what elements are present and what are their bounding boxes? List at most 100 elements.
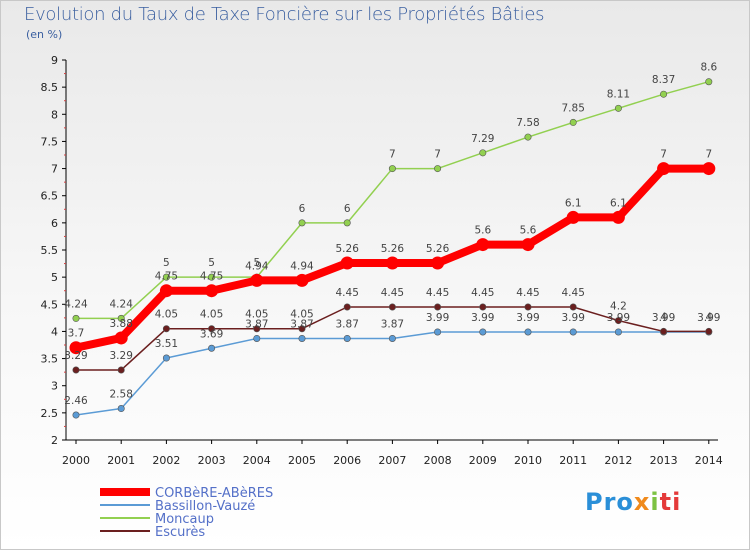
- data-point: [117, 405, 125, 413]
- data-label: 4.75: [200, 271, 223, 283]
- data-label: 3.29: [110, 350, 133, 362]
- data-point: [69, 341, 83, 355]
- data-label: 3.7: [68, 328, 85, 340]
- data-point: [569, 303, 577, 311]
- data-label: 4.45: [516, 287, 539, 299]
- x-tick-label: 2013: [650, 454, 678, 467]
- data-point: [388, 303, 396, 311]
- data-label: 7.58: [516, 117, 539, 129]
- chart-title: Evolution du Taux de Taxe Foncière sur l…: [24, 4, 545, 25]
- x-tick-label: 2001: [107, 454, 135, 467]
- data-label: 4.94: [290, 260, 314, 272]
- data-label: 4.45: [426, 287, 449, 299]
- data-point: [434, 165, 442, 173]
- data-point: [705, 78, 713, 86]
- data-label: 7: [389, 149, 396, 161]
- data-point: [253, 325, 261, 333]
- logo-part: i: [650, 488, 660, 516]
- data-point: [388, 165, 396, 173]
- data-point: [524, 133, 532, 141]
- y-tick-label: 8.5: [41, 81, 59, 94]
- data-label: 3.99: [516, 312, 539, 324]
- y-tick-label: 5.5: [41, 244, 59, 257]
- data-label: 5.26: [426, 243, 450, 255]
- data-label: 3.88: [110, 318, 133, 330]
- data-point: [208, 325, 216, 333]
- data-point: [343, 303, 351, 311]
- y-tick-label: 6.5: [41, 190, 59, 203]
- x-tick-label: 2006: [333, 454, 361, 467]
- data-point: [208, 273, 216, 281]
- data-point: [434, 303, 442, 311]
- logo-part: ti: [659, 488, 682, 516]
- data-point: [434, 328, 442, 336]
- data-label: 6.1: [610, 197, 627, 209]
- data-label: 4.2: [610, 301, 627, 313]
- x-tick-label: 2011: [559, 454, 587, 467]
- y-tick-label: 4: [51, 325, 58, 338]
- y-tick-label: 9: [51, 54, 58, 67]
- logo-part: x: [633, 488, 651, 516]
- data-point: [159, 284, 173, 298]
- data-point: [388, 334, 396, 342]
- data-label: 4.45: [381, 287, 404, 299]
- data-label: 6: [299, 203, 306, 215]
- data-label: 3.69: [200, 328, 223, 340]
- data-point: [611, 210, 625, 224]
- data-point: [431, 256, 445, 270]
- legend-label: CORBèRE-ABèRES: [155, 486, 273, 501]
- y-tick-label: 7: [51, 163, 58, 176]
- data-label: 5.26: [336, 243, 360, 255]
- data-label: 3.99: [426, 312, 449, 324]
- data-label: 5.26: [381, 243, 405, 255]
- data-point: [295, 273, 309, 287]
- proxiti-logo: Proxiti: [585, 488, 681, 516]
- data-point: [524, 328, 532, 336]
- data-point: [479, 303, 487, 311]
- data-point: [343, 334, 351, 342]
- data-point: [566, 210, 580, 224]
- data-label: 3.99: [471, 312, 494, 324]
- data-point: [479, 328, 487, 336]
- data-point: [657, 162, 671, 176]
- data-point: [479, 149, 487, 157]
- data-label: 4.45: [471, 287, 494, 299]
- data-point: [162, 354, 170, 362]
- data-label: 3.99: [607, 312, 630, 324]
- data-point: [521, 238, 535, 252]
- data-label: 7: [660, 149, 667, 161]
- data-label: 4.05: [245, 309, 268, 321]
- data-point: [298, 325, 306, 333]
- data-label: 4.75: [155, 271, 178, 283]
- data-point: [72, 411, 80, 419]
- y-tick-label: 2.5: [41, 407, 59, 420]
- data-point: [660, 327, 668, 335]
- data-label: 4.45: [562, 287, 585, 299]
- x-tick-label: 2009: [469, 454, 497, 467]
- x-tick-label: 2002: [152, 454, 180, 467]
- data-label: 8.11: [607, 88, 630, 100]
- data-label: 8.37: [652, 74, 675, 86]
- data-point: [702, 162, 716, 176]
- data-point: [298, 219, 306, 227]
- data-point: [250, 273, 264, 287]
- x-tick-label: 2003: [198, 454, 226, 467]
- x-tick-label: 2004: [243, 454, 271, 467]
- data-point: [72, 314, 80, 322]
- data-label: 4.05: [290, 309, 313, 321]
- data-point: [208, 344, 216, 352]
- data-label: 3.99: [562, 312, 585, 324]
- data-point: [162, 273, 170, 281]
- data-label: 5.6: [474, 225, 491, 237]
- data-point: [72, 366, 80, 374]
- data-point: [340, 256, 354, 270]
- data-point: [114, 331, 128, 345]
- y-tick-label: 3.5: [41, 353, 59, 366]
- data-point: [614, 328, 622, 336]
- data-label: 3.87: [290, 318, 313, 330]
- data-label: 4: [705, 311, 712, 323]
- data-point: [569, 118, 577, 126]
- data-point: [569, 328, 577, 336]
- x-tick-label: 2008: [424, 454, 452, 467]
